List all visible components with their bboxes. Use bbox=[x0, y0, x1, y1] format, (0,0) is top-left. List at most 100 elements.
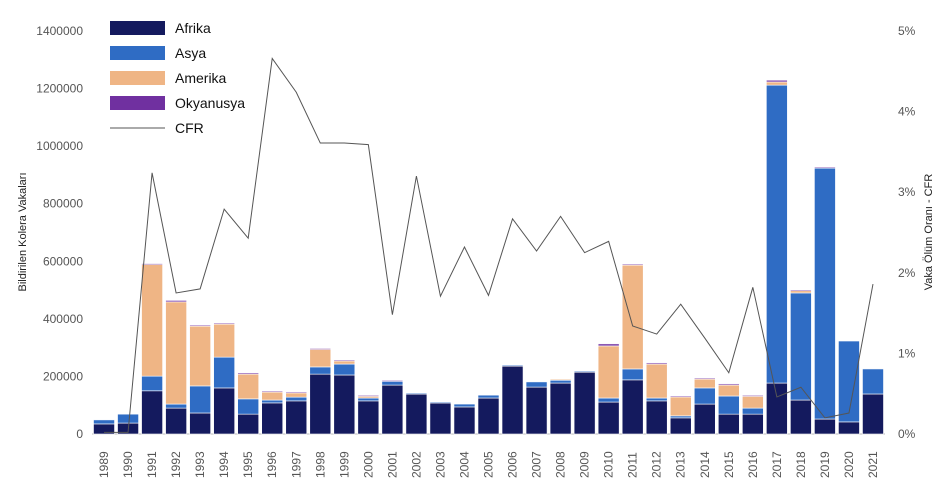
bar-okyanusya-2014 bbox=[693, 377, 716, 380]
bar-afrika-2016 bbox=[742, 413, 764, 435]
bar-okyanusya-2015 bbox=[717, 383, 740, 386]
x-tick-label: 2001 bbox=[385, 451, 399, 478]
bar-okyanusya-1996 bbox=[261, 390, 284, 393]
y2-tick-label: 5% bbox=[898, 24, 916, 38]
bar-asya-2007 bbox=[525, 381, 548, 388]
y-tick-label: 0 bbox=[76, 427, 83, 441]
bar-asya-2018 bbox=[790, 292, 812, 401]
bar-asya-1991 bbox=[141, 375, 163, 392]
bar-afrika-2000 bbox=[357, 400, 380, 435]
bar-afrika-1999 bbox=[333, 374, 356, 435]
bar-amerika-2017 bbox=[766, 81, 788, 86]
y-tick-label: 1400000 bbox=[36, 24, 83, 38]
bar-asya-2012 bbox=[645, 397, 668, 402]
bar-asya-1998 bbox=[309, 366, 332, 375]
bar-asya-1996 bbox=[261, 399, 284, 404]
bar-asya-1997 bbox=[285, 396, 308, 402]
bar-asya-1995 bbox=[237, 398, 260, 415]
y2-tick-label: 0% bbox=[898, 427, 916, 441]
x-tick-label: 2014 bbox=[698, 451, 712, 478]
bar-asya-1994 bbox=[213, 356, 235, 389]
x-tick-label: 2008 bbox=[554, 451, 568, 478]
y-tick-label: 1200000 bbox=[36, 82, 83, 96]
y-tick-label: 800000 bbox=[43, 197, 83, 211]
bar-afrika-2013 bbox=[669, 417, 692, 435]
bar-okyanusya-2012 bbox=[645, 362, 668, 365]
bar-amerika-1994 bbox=[213, 323, 235, 358]
x-tick-label: 1992 bbox=[169, 451, 183, 478]
legend-swatch-asya bbox=[110, 46, 165, 60]
bar-asya-2011 bbox=[621, 368, 644, 381]
x-tick-label: 2015 bbox=[722, 451, 736, 478]
bar-afrika-2001 bbox=[381, 384, 404, 435]
bar-amerika-2012 bbox=[645, 363, 668, 399]
bar-okyanusya-2001 bbox=[381, 380, 404, 382]
bar-afrika-2002 bbox=[405, 393, 428, 435]
bar-afrika-2017 bbox=[766, 382, 788, 435]
bar-afrika-2009 bbox=[573, 371, 596, 435]
bar-amerika-1992 bbox=[165, 301, 187, 405]
bar-amerika-2014 bbox=[693, 378, 716, 389]
bar-asya-2020 bbox=[838, 340, 860, 423]
bar-amerika-1997 bbox=[285, 392, 308, 398]
bar-asya-1992 bbox=[165, 403, 187, 409]
x-tick-label: 1996 bbox=[265, 451, 279, 478]
bar-asya-1993 bbox=[189, 385, 211, 414]
bar-afrika-1998 bbox=[309, 373, 332, 435]
bar-afrika-2018 bbox=[790, 399, 812, 435]
bar-okyanusya-2017 bbox=[766, 79, 788, 83]
x-tick-label: 2016 bbox=[746, 451, 760, 478]
bar-afrika-2004 bbox=[453, 406, 476, 435]
x-tick-label: 2011 bbox=[626, 452, 640, 478]
bar-amerika-2008 bbox=[549, 379, 572, 381]
x-tick-label: 1995 bbox=[241, 451, 255, 478]
x-tick-label: 2013 bbox=[674, 451, 688, 478]
bar-afrika-2011 bbox=[621, 379, 644, 435]
bar-asya-2005 bbox=[477, 394, 500, 399]
y-tick-label: 600000 bbox=[43, 254, 83, 268]
legend-label: Amerika bbox=[175, 70, 227, 86]
x-tick-label: 1998 bbox=[313, 451, 327, 478]
bar-amerika-1999 bbox=[333, 360, 356, 365]
x-tick-label: 2010 bbox=[602, 451, 616, 478]
bar-okyanusya-2016 bbox=[742, 395, 764, 397]
x-tick-label: 2009 bbox=[578, 451, 592, 478]
bar-okyanusya-2010 bbox=[597, 343, 620, 347]
legend: Afrika Asya Amerika Okyanusya CFR bbox=[110, 20, 245, 136]
bar-afrika-2008 bbox=[549, 382, 572, 435]
bar-afrika-2010 bbox=[597, 401, 620, 435]
bar-okyanusya-1994 bbox=[213, 322, 235, 325]
bar-afrika-2015 bbox=[717, 413, 740, 435]
x-tick-label: 2002 bbox=[409, 451, 423, 478]
y-axis-title: Bildirilen Kolera Vakaları bbox=[17, 172, 29, 291]
bar-asya-2010 bbox=[597, 397, 620, 403]
bar-asya-2019 bbox=[814, 167, 836, 420]
x-tick-label: 2006 bbox=[506, 451, 520, 478]
legend-label: Afrika bbox=[175, 20, 211, 36]
bar-amerika-1993 bbox=[189, 325, 211, 387]
legend-label: Okyanusya bbox=[175, 95, 245, 111]
bar-amerika-2013 bbox=[669, 396, 692, 417]
y2-tick-label: 3% bbox=[898, 185, 916, 199]
bar-amerika-2011 bbox=[621, 264, 644, 370]
bar-afrika-1994 bbox=[213, 387, 235, 435]
bar-amerika-2010 bbox=[597, 345, 620, 399]
x-tick-label: 2017 bbox=[770, 451, 784, 478]
legend-label: Asya bbox=[175, 45, 206, 61]
bar-asya-2013 bbox=[669, 415, 692, 419]
x-tick-label: 1997 bbox=[289, 451, 303, 478]
y2-axis-title: Vaka Ölüm Oranı - CFR bbox=[923, 174, 935, 291]
x-tick-label: 2007 bbox=[530, 451, 544, 478]
bar-afrika-1991 bbox=[141, 390, 163, 435]
bar-okyanusya-2011 bbox=[621, 263, 644, 266]
bar-afrika-1997 bbox=[285, 400, 308, 435]
legend-swatch-amerika bbox=[110, 71, 165, 85]
bar-afrika-2020 bbox=[838, 421, 860, 435]
bar-amerika-1998 bbox=[309, 348, 332, 368]
bar-amerika-2015 bbox=[717, 384, 740, 397]
bar-afrika-2014 bbox=[693, 403, 716, 435]
bar-okyanusya-1993 bbox=[189, 324, 211, 327]
y2-tick-label: 2% bbox=[898, 266, 916, 280]
bar-amerika-1991 bbox=[141, 263, 163, 377]
